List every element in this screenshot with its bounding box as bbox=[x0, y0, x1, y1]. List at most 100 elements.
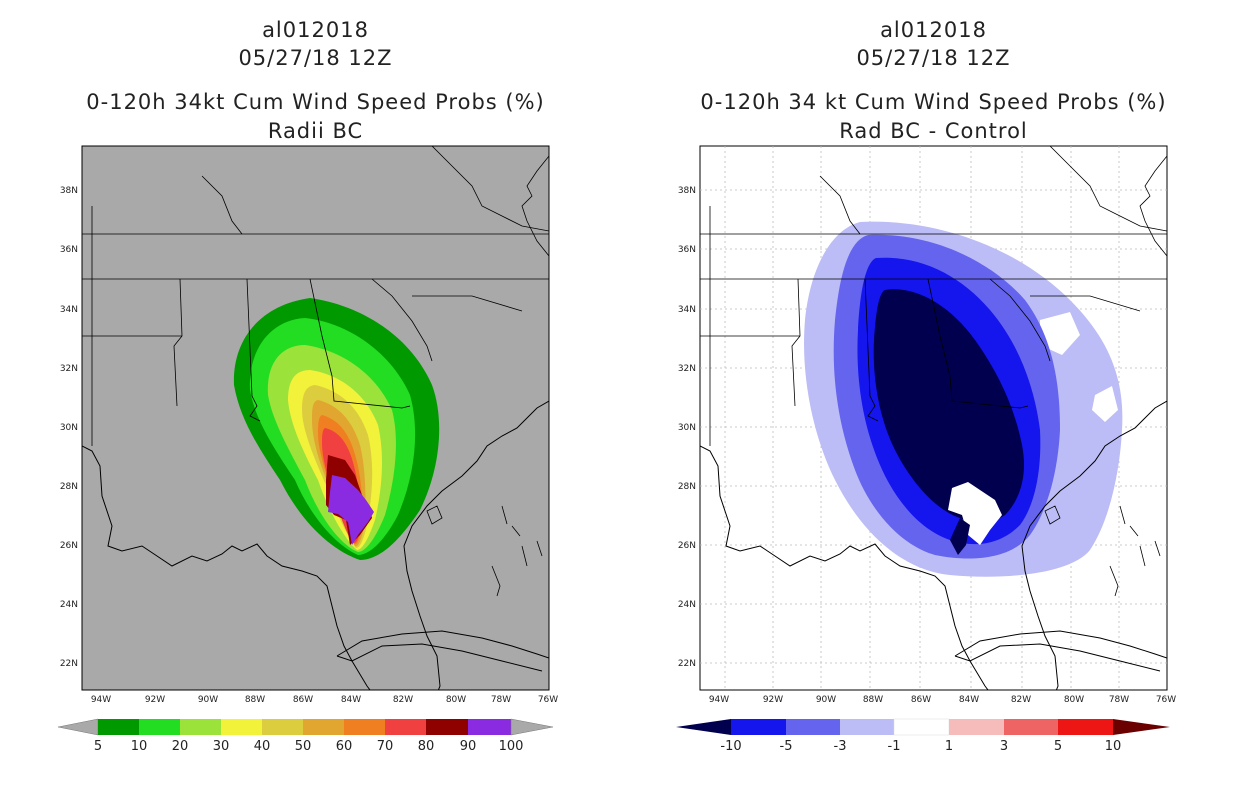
contour-100 bbox=[330, 480, 370, 540]
lat-label: 28N bbox=[60, 482, 78, 492]
cb-label: 90 bbox=[460, 739, 477, 754]
cb-label: -5 bbox=[780, 739, 793, 754]
lat-label: 38N bbox=[60, 186, 78, 196]
diff-minus-1-hole-b bbox=[1092, 386, 1118, 422]
lon-label: 90W bbox=[816, 695, 836, 705]
left-lon-ticks: 94W 92W 90W 88W 86W 84W 82W 80W 78W 76W bbox=[91, 695, 558, 705]
cb-label: 5 bbox=[94, 739, 102, 754]
right-colorbar: -10 -5 -3 -1 1 3 5 10 bbox=[676, 718, 1170, 754]
left-storm-id: al012018 bbox=[262, 18, 369, 42]
cb-swatch bbox=[262, 719, 303, 735]
lon-label: 92W bbox=[145, 695, 165, 705]
cb-swatch bbox=[786, 719, 840, 735]
cb-label: 10 bbox=[131, 739, 148, 754]
cb-swatch bbox=[385, 719, 426, 735]
cb-swatch bbox=[344, 719, 385, 735]
cb-swatch bbox=[1004, 719, 1058, 735]
cb-label: -3 bbox=[834, 739, 847, 754]
diff-white-patch bbox=[948, 482, 1002, 545]
left-subtitle: Radii BC bbox=[267, 119, 364, 143]
lon-label: 78W bbox=[491, 695, 511, 705]
lon-label: 76W bbox=[1156, 695, 1176, 705]
diff-minus-1-hole-a bbox=[1040, 312, 1080, 355]
left-title: 0-120h 34kt Cum Wind Speed Probs (%) bbox=[86, 90, 545, 114]
lon-label: 90W bbox=[198, 695, 218, 705]
lon-label: 82W bbox=[393, 695, 413, 705]
lat-label: 22N bbox=[60, 659, 78, 669]
left-map: 38N 36N 34N 32N 30N 28N 26N 24N 22N 94W … bbox=[60, 145, 558, 705]
right-lon-ticks: 94W 92W 90W 88W 86W 84W 82W 80W 78W 76W bbox=[709, 695, 1176, 705]
cb-label: 60 bbox=[336, 739, 353, 754]
cb-swatch bbox=[139, 719, 180, 735]
lon-label: 80W bbox=[446, 695, 466, 705]
lon-label: 78W bbox=[1109, 695, 1129, 705]
lat-label: 34N bbox=[60, 305, 78, 315]
lat-label: 32N bbox=[678, 364, 696, 374]
lat-label: 30N bbox=[678, 423, 696, 433]
cb-label: 80 bbox=[418, 739, 435, 754]
left-colorbar: 5 10 20 30 40 50 60 70 80 90 100 bbox=[57, 718, 554, 754]
cb-label: 5 bbox=[1054, 739, 1062, 754]
left-colorbar-high-arrow bbox=[510, 718, 554, 736]
right-difference-contours bbox=[804, 221, 1123, 577]
lat-label: 32N bbox=[60, 364, 78, 374]
right-colorbar-high-arrow bbox=[1113, 719, 1170, 735]
left-colorbar-low-arrow bbox=[57, 718, 99, 736]
cb-label: 10 bbox=[1105, 739, 1122, 754]
diff-low-patch bbox=[950, 518, 970, 555]
left-date: 05/27/18 12Z bbox=[238, 46, 393, 70]
cb-swatch bbox=[893, 718, 950, 736]
lat-label: 36N bbox=[678, 245, 696, 255]
right-subtitle: Rad BC - Control bbox=[839, 119, 1028, 143]
lon-label: 88W bbox=[245, 695, 265, 705]
lon-label: 92W bbox=[763, 695, 783, 705]
lon-label: 86W bbox=[911, 695, 931, 705]
lat-label: 28N bbox=[678, 482, 696, 492]
lon-label: 84W bbox=[959, 695, 979, 705]
right-map: 38N 36N 34N 32N 30N 28N 26N 24N 22N 94W … bbox=[678, 145, 1176, 705]
lat-label: 26N bbox=[60, 541, 78, 551]
lon-label: 80W bbox=[1064, 695, 1084, 705]
cb-label: 50 bbox=[295, 739, 312, 754]
left-probability-contours bbox=[233, 298, 440, 560]
lat-label: 24N bbox=[678, 600, 696, 610]
right-date: 05/27/18 12Z bbox=[856, 46, 1011, 70]
lat-label: 30N bbox=[60, 423, 78, 433]
cb-swatch bbox=[468, 719, 511, 735]
right-storm-id: al012018 bbox=[880, 18, 987, 42]
lon-label: 84W bbox=[341, 695, 361, 705]
cb-label: 40 bbox=[254, 739, 271, 754]
diff-minus-10 bbox=[873, 289, 1025, 523]
cb-swatch bbox=[731, 719, 786, 735]
cb-label: 70 bbox=[377, 739, 394, 754]
cb-swatch bbox=[426, 719, 468, 735]
cb-swatch bbox=[949, 719, 1004, 735]
right-title: 0-120h 34 kt Cum Wind Speed Probs (%) bbox=[700, 90, 1167, 114]
cb-label: 100 bbox=[499, 739, 524, 754]
lat-label: 36N bbox=[60, 245, 78, 255]
lon-label: 86W bbox=[293, 695, 313, 705]
cb-swatch bbox=[180, 719, 221, 735]
lat-label: 26N bbox=[678, 541, 696, 551]
cb-label: 1 bbox=[945, 739, 953, 754]
cb-swatch bbox=[221, 719, 262, 735]
lon-label: 76W bbox=[538, 695, 558, 705]
cb-label: -1 bbox=[888, 739, 901, 754]
cb-label: -10 bbox=[720, 739, 741, 754]
left-lat-ticks: 38N 36N 34N 32N 30N 28N 26N 24N 22N bbox=[60, 186, 78, 669]
cb-label: 30 bbox=[213, 739, 230, 754]
cb-swatch bbox=[1058, 719, 1113, 735]
lat-label: 22N bbox=[678, 659, 696, 669]
lat-label: 24N bbox=[60, 600, 78, 610]
cb-label: 3 bbox=[1000, 739, 1008, 754]
lon-label: 94W bbox=[709, 695, 729, 705]
cb-swatch bbox=[303, 719, 344, 735]
lon-label: 94W bbox=[91, 695, 111, 705]
cb-swatch bbox=[98, 719, 139, 735]
lon-label: 88W bbox=[863, 695, 883, 705]
cb-swatch bbox=[840, 719, 894, 735]
lat-label: 38N bbox=[678, 186, 696, 196]
cb-label: 20 bbox=[172, 739, 189, 754]
lat-label: 34N bbox=[678, 305, 696, 315]
right-colorbar-low-arrow bbox=[676, 719, 731, 735]
